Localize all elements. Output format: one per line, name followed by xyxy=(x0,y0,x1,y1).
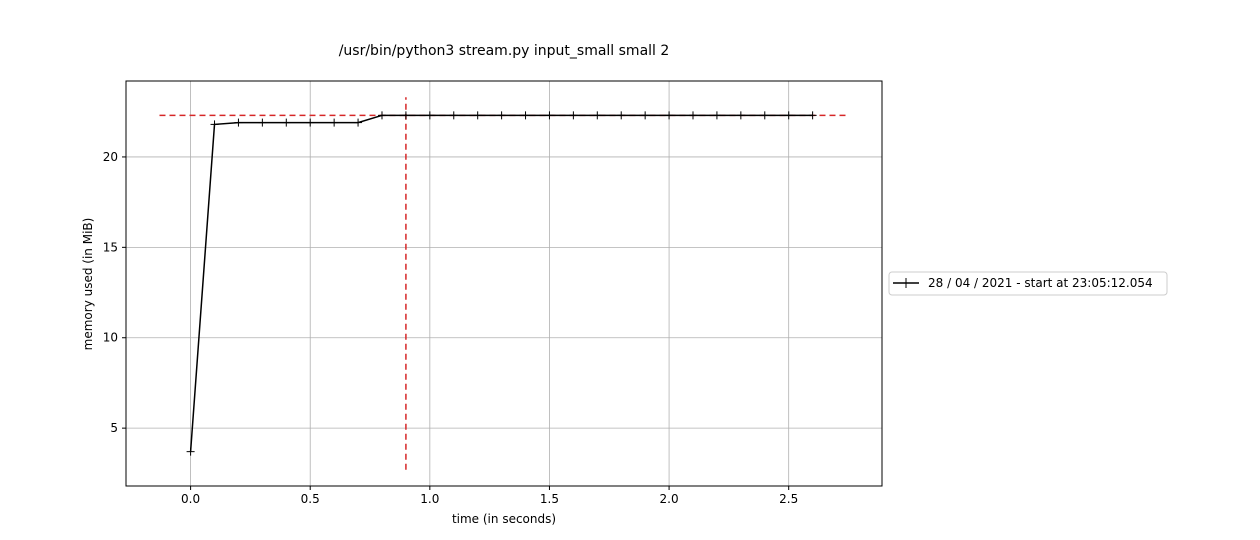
data-point-marker xyxy=(282,118,291,127)
chart-title: /usr/bin/python3 stream.py input_small s… xyxy=(339,43,670,59)
x-tick-label: 0.5 xyxy=(301,492,320,506)
legend: 28 / 04 / 2021 - start at 23:05:12.054 xyxy=(888,271,1168,296)
x-tick-label: 2.0 xyxy=(660,492,679,506)
series-layer xyxy=(186,111,817,456)
x-axis-label: time (in seconds) xyxy=(452,512,556,526)
data-point-marker xyxy=(306,118,315,127)
data-point-marker xyxy=(545,111,554,120)
data-point-marker xyxy=(521,111,530,120)
data-point-marker xyxy=(377,111,386,120)
data-point-marker xyxy=(401,111,410,120)
data-point-marker xyxy=(330,118,339,127)
y-axis-label: memory used (in MiB) xyxy=(81,218,95,351)
y-tick-label: 5 xyxy=(110,421,118,435)
data-point-marker xyxy=(665,111,674,120)
data-point-marker xyxy=(497,111,506,120)
plot-area-frame xyxy=(125,80,883,487)
data-point-marker xyxy=(617,111,626,120)
data-point-marker xyxy=(210,120,219,129)
grid-lines xyxy=(126,81,882,486)
data-point-marker xyxy=(186,447,195,456)
legend-box xyxy=(888,271,1168,296)
data-point-marker xyxy=(425,111,434,120)
reference-lines xyxy=(159,97,849,470)
data-point-marker xyxy=(784,111,793,120)
y-tick-label: 20 xyxy=(103,150,118,164)
y-tick-label: 10 xyxy=(103,331,118,345)
data-point-marker xyxy=(473,111,482,120)
data-point-marker xyxy=(808,111,817,120)
legend-entry-label: 28 / 04 / 2021 - start at 23:05:12.054 xyxy=(928,276,1153,290)
data-point-marker xyxy=(354,118,363,127)
data-point-marker xyxy=(712,111,721,120)
x-tick-label: 1.5 xyxy=(540,492,559,506)
data-point-marker xyxy=(736,111,745,120)
x-tick-label: 2.5 xyxy=(779,492,798,506)
y-axis-ticks: 5 10 15 20 xyxy=(103,150,126,435)
data-point-marker xyxy=(569,111,578,120)
y-tick-label: 15 xyxy=(103,240,118,254)
data-point-marker xyxy=(760,111,769,120)
data-point-marker xyxy=(449,111,458,120)
data-point-marker xyxy=(641,111,650,120)
series-line xyxy=(189,114,813,452)
data-point-marker xyxy=(593,111,602,120)
data-point-marker xyxy=(234,118,243,127)
x-tick-label: 0.0 xyxy=(181,492,200,506)
data-point-marker xyxy=(689,111,697,120)
x-axis-ticks: 0.0 0.5 1.0 1.5 2.0 2.5 xyxy=(181,486,798,506)
data-point-marker xyxy=(258,118,267,127)
x-tick-label: 1.0 xyxy=(420,492,439,506)
